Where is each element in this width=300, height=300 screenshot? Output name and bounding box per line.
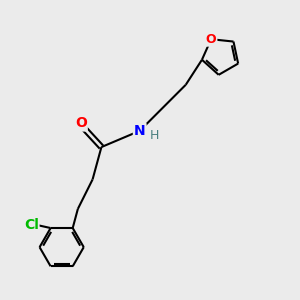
Text: N: N <box>134 124 146 138</box>
Text: O: O <box>75 116 87 130</box>
Text: Cl: Cl <box>24 218 39 232</box>
Text: O: O <box>206 33 216 46</box>
Text: H: H <box>150 129 159 142</box>
